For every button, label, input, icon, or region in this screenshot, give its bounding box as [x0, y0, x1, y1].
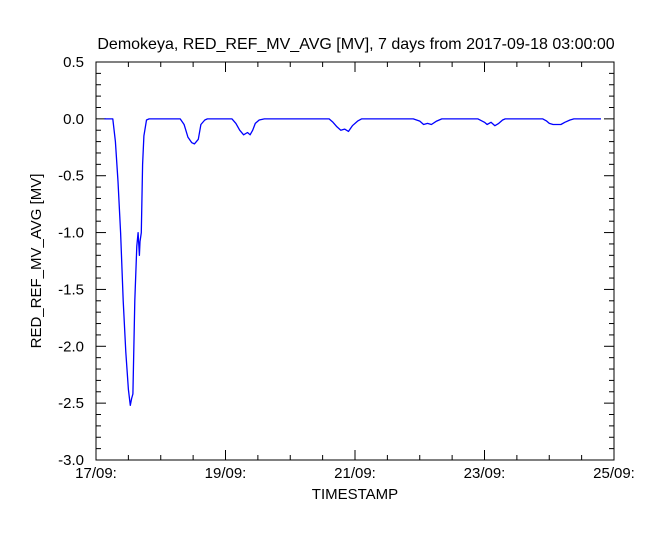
x-tick-label: 17/09:	[75, 465, 117, 482]
y-tick-label: -1.5	[58, 281, 84, 298]
y-axis-label: RED_REF_MV_AVG [MV]	[28, 174, 45, 349]
tick-labels: 0.5 0.0 -0.5 -1.0 -1.5 -2.0 -2.5 -3.017/09: 19/0…	[58, 54, 635, 482]
y-tick-label: -1.0	[58, 225, 84, 242]
series-line	[104, 118, 601, 407]
x-axis-label: TIMESTAMP	[312, 486, 398, 503]
x-tick-label: 25/09:	[593, 465, 635, 482]
y-tick-label: 0.0	[63, 111, 84, 128]
x-tick-label: 23/09:	[464, 465, 506, 482]
y-tick-label: -2.5	[58, 395, 84, 412]
y-tick-label: -3.0	[58, 452, 84, 469]
y-tick-label: 0.5	[63, 54, 84, 71]
plot-frame	[95, 61, 615, 461]
y-tick-label: -2.0	[58, 338, 84, 355]
axis-ticks	[95, 61, 615, 461]
chart-title: Demokeya, RED_REF_MV_AVG [MV], 7 days fr…	[97, 36, 614, 53]
y-tick-label: -0.5	[58, 168, 84, 185]
x-tick-label: 19/09:	[205, 465, 247, 482]
x-tick-label: 21/09:	[334, 465, 376, 482]
